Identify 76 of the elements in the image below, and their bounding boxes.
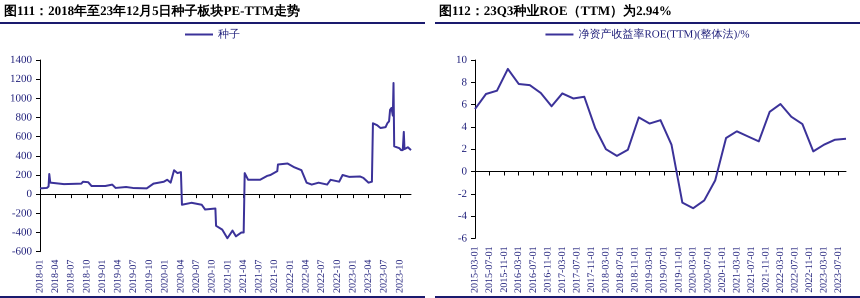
x-tick-label: 2021-04: [238, 260, 249, 294]
y-tick-label: 10: [456, 54, 468, 66]
x-tick-label: 2020-01: [160, 260, 171, 294]
x-tick-label: 2022-07-01: [789, 246, 800, 294]
x-tick-label: 2021-03-01: [731, 246, 742, 294]
x-tick-label: 2019-10: [144, 260, 155, 294]
x-tick-label: 2016-03-01: [513, 246, 524, 294]
y-tick-label: 1400: [10, 54, 32, 66]
y-tick-label: 800: [16, 112, 32, 124]
legend-label: 种子: [218, 28, 240, 40]
x-tick-label: 2015-11-01: [498, 246, 510, 293]
x-tick-label: 2020-07-01: [702, 246, 714, 294]
y-tick-label: -6: [458, 232, 468, 244]
x-tick-label: 2023-07: [378, 260, 390, 294]
x-tick-label: 2019-04: [112, 260, 124, 294]
x-tick-label: 2018-04: [50, 260, 61, 294]
x-tick-label: 2023-07-01: [833, 246, 844, 294]
x-tick-label: 2022-10: [332, 260, 343, 294]
y-tick-label: 400: [16, 150, 32, 162]
y-tick-label: -200: [12, 207, 32, 220]
x-tick-label: 2021-07-01: [746, 246, 757, 294]
y-tick-label: 0: [462, 165, 468, 178]
y-tick-label: 1000: [10, 92, 32, 104]
y-tick-label: 4: [462, 120, 468, 133]
x-tick-label: 2023-10: [394, 260, 406, 294]
x-tick-label: 2018-11-01: [630, 246, 641, 293]
y-tick-label: 0: [26, 188, 32, 200]
x-tick-label: 2022-01: [284, 260, 296, 294]
y-tick-label: 1200: [10, 73, 32, 86]
x-tick-label: 2023-03-01: [818, 246, 830, 294]
x-tick-label: 2023-01: [348, 260, 359, 294]
x-tick-label: 2021-10: [269, 260, 280, 294]
x-tick-label: 2018-07: [66, 260, 77, 294]
x-tick-label: 2022-04: [300, 260, 312, 294]
x-tick-label: 2021-11-01: [760, 246, 772, 293]
legend-label: 净资产收益率ROE(TTM)(整体法)/%: [578, 28, 750, 40]
x-tick-label: 2022-07: [316, 260, 328, 294]
x-tick-label: 2020-04: [175, 260, 186, 294]
line-series: [39, 82, 412, 240]
y-tick-label: -2: [458, 188, 467, 200]
x-tick-label: 2018-01: [34, 260, 46, 294]
x-tick-label: 2021-01: [222, 260, 234, 294]
x-tick-label: 2022-03-01: [774, 246, 786, 294]
x-tick-label: 2020-10: [206, 260, 218, 294]
chart-title: 图112：23Q3种业ROE（TTM）为2.94%: [435, 0, 860, 24]
x-tick-label: 2019-07-01: [658, 246, 670, 294]
x-tick-label: 2020-11-01: [716, 246, 728, 293]
x-tick-label: 2019-07: [128, 260, 140, 294]
x-tick-label: 2016-11-01: [542, 246, 554, 293]
y-tick-label: 2: [462, 143, 467, 156]
x-tick-label: 2019-11-01: [673, 246, 684, 293]
x-tick-label: 2023-04: [362, 260, 374, 294]
x-tick-label: 2022-11-01: [804, 246, 816, 293]
y-tick-label: -600: [12, 246, 32, 258]
x-tick-label: 2018-07-01: [614, 246, 626, 294]
line-series: [474, 68, 847, 210]
x-tick-label: 2017-11-01: [586, 246, 598, 293]
x-tick-label: 2018-03-01: [600, 246, 612, 294]
y-tick-label: 200: [16, 169, 32, 181]
y-tick-label: -400: [12, 226, 32, 239]
y-tick-label: 600: [16, 130, 32, 143]
x-tick-label: 2020-03-01: [688, 246, 699, 294]
x-tick-label: 2019-01: [97, 260, 108, 294]
x-tick-label: 2020-07: [190, 260, 202, 294]
x-tick-label: 2019-03-01: [644, 246, 656, 294]
x-tick-label: 2017-03-01: [556, 246, 568, 294]
x-tick-label: 2015-07-01: [484, 246, 496, 294]
y-tick-label: -4: [458, 210, 468, 222]
x-tick-label: 2015-03-01: [470, 246, 480, 294]
y-tick-label: 6: [462, 98, 468, 111]
y-tick-label: 8: [462, 76, 468, 88]
chart-title: 图111：2018年至23年12月5日种子板块PE-TTM走势: [0, 0, 425, 24]
x-tick-label: 2016-07-01: [528, 246, 539, 294]
x-tick-label: 2021-07: [253, 260, 264, 294]
x-tick-label: 2017-07-01: [571, 246, 582, 294]
x-tick-label: 2018-10: [81, 260, 92, 294]
